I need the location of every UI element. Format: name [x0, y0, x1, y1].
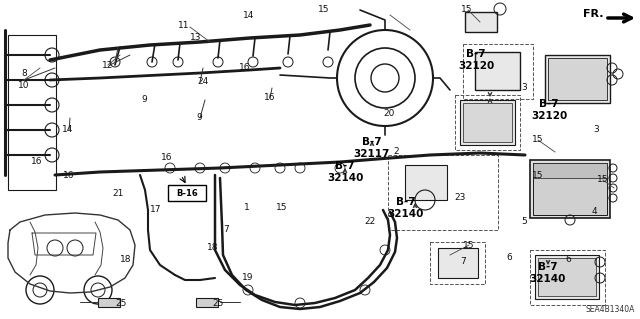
Text: 7: 7 [460, 256, 466, 265]
Text: 15: 15 [318, 4, 330, 13]
Text: 16: 16 [239, 63, 251, 72]
Bar [465, 12, 497, 32]
Text: B-7
32140: B-7 32140 [388, 197, 424, 219]
Text: 1: 1 [244, 204, 250, 212]
Text: 22: 22 [364, 218, 376, 226]
Bar [98, 298, 120, 307]
Text: 23: 23 [454, 194, 466, 203]
Text: 25: 25 [212, 299, 224, 308]
Text: 7: 7 [223, 226, 229, 234]
Bar [535, 255, 599, 299]
Text: 15: 15 [597, 175, 609, 184]
Text: 25: 25 [115, 299, 127, 308]
Text: 9: 9 [196, 114, 202, 122]
Text: 17: 17 [150, 205, 162, 214]
Bar [530, 160, 610, 218]
Text: 2: 2 [393, 147, 399, 157]
Bar [530, 250, 605, 305]
Bar [533, 163, 607, 215]
Text: 15: 15 [276, 204, 288, 212]
Text: 11: 11 [179, 20, 189, 29]
Text: 15: 15 [532, 170, 544, 180]
Bar [455, 95, 520, 150]
Text: 3: 3 [521, 84, 527, 93]
Text: 24: 24 [197, 78, 209, 86]
Text: 16: 16 [31, 158, 43, 167]
Text: 14: 14 [62, 125, 74, 135]
Bar [463, 103, 512, 142]
Text: 16: 16 [63, 170, 75, 180]
Bar [548, 58, 607, 100]
Bar [538, 258, 596, 296]
Text: 8: 8 [21, 70, 27, 78]
Bar [388, 155, 498, 230]
Text: 16: 16 [264, 93, 276, 102]
Bar [460, 100, 515, 145]
Text: 19: 19 [243, 273, 253, 283]
Bar [8, 35, 56, 190]
Text: 3: 3 [593, 125, 599, 135]
Bar [430, 242, 485, 284]
Text: 15: 15 [461, 4, 473, 13]
Text: FR.: FR. [584, 9, 604, 19]
Text: SEA4B1340A: SEA4B1340A [586, 305, 635, 314]
Text: 10: 10 [19, 81, 29, 91]
Text: 18: 18 [120, 256, 132, 264]
Text: 21: 21 [112, 189, 124, 197]
Text: 18: 18 [207, 243, 219, 253]
Text: 16: 16 [161, 152, 173, 161]
Text: 14: 14 [243, 11, 255, 20]
Text: 15: 15 [532, 136, 544, 145]
Text: B-7
32117: B-7 32117 [354, 137, 390, 159]
Text: 9: 9 [141, 95, 147, 105]
Bar [545, 55, 610, 103]
Text: 13: 13 [190, 33, 202, 41]
Text: 15: 15 [463, 241, 475, 249]
Text: B-16: B-16 [176, 189, 198, 197]
Bar [463, 44, 533, 99]
Bar [438, 248, 478, 278]
Text: 6: 6 [565, 256, 571, 264]
Text: 20: 20 [383, 109, 395, 118]
Text: B-7
32140: B-7 32140 [327, 161, 363, 183]
Text: 12: 12 [102, 61, 114, 70]
Bar [405, 165, 447, 200]
Bar [196, 298, 218, 307]
Text: 4: 4 [591, 207, 597, 217]
Bar [475, 52, 520, 90]
Text: 6: 6 [506, 254, 512, 263]
Text: B-7
32120: B-7 32120 [458, 49, 494, 71]
Text: B-7
32140: B-7 32140 [530, 262, 566, 284]
Bar [533, 163, 607, 178]
Bar [168, 185, 206, 201]
Text: B-7
32120: B-7 32120 [531, 99, 567, 121]
Text: 5: 5 [521, 218, 527, 226]
